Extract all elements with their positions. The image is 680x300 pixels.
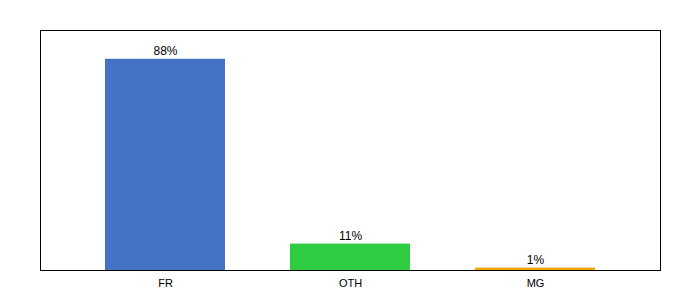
svg-text:MG: MG: [527, 277, 545, 289]
svg-text:11%: 11%: [339, 229, 362, 243]
svg-text:88%: 88%: [153, 44, 177, 58]
svg-text:FR: FR: [158, 277, 173, 289]
svg-text:1%: 1%: [527, 253, 545, 267]
svg-text:OTH: OTH: [339, 277, 362, 289]
